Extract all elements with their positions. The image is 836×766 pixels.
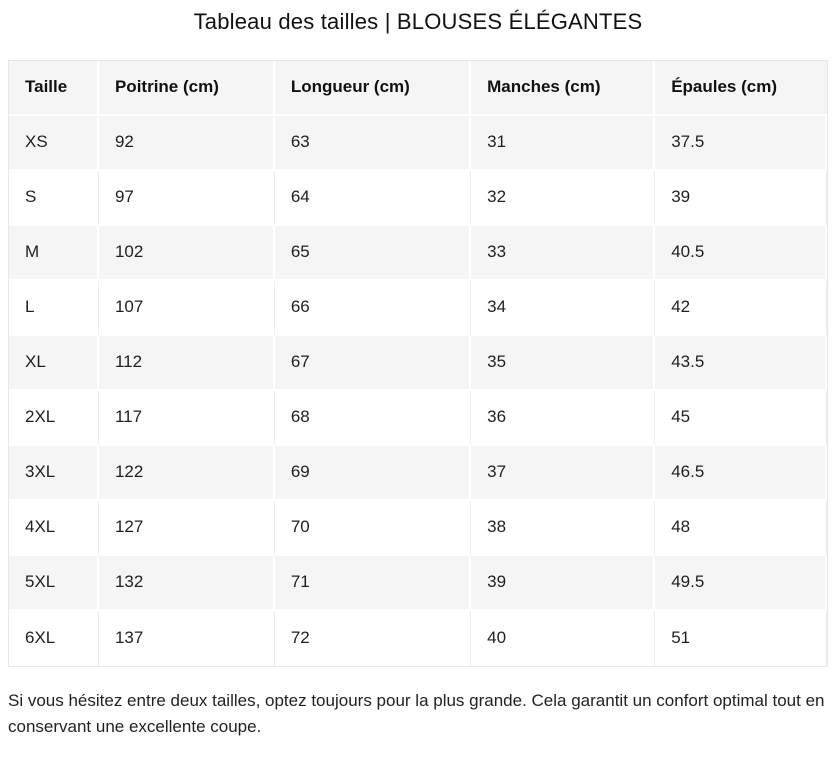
measurement-value: 122 <box>98 445 275 501</box>
measurement-value: 49.5 <box>655 555 827 611</box>
measurement-value: 40 <box>471 610 656 666</box>
measurement-value: 69 <box>274 445 472 501</box>
measurement-value: 31 <box>471 115 656 171</box>
measurement-value: 48 <box>655 500 827 556</box>
measurement-value: 117 <box>98 390 275 446</box>
column-header-taille: Taille <box>9 60 99 116</box>
measurement-value: 35 <box>471 335 656 391</box>
size-label: 4XL <box>9 500 99 556</box>
size-label: 6XL <box>9 610 99 666</box>
table-row: 5XL 132 71 39 49.5 <box>9 555 827 611</box>
measurement-value: 40.5 <box>655 225 827 281</box>
sizing-note: Si vous hésitez entre deux tailles, opte… <box>8 690 825 736</box>
measurement-value: 43.5 <box>655 335 827 391</box>
table-row: 2XL 117 68 36 45 <box>9 390 827 446</box>
table-row: 4XL 127 70 38 48 <box>9 500 827 556</box>
measurement-value: 37.5 <box>655 115 827 171</box>
measurement-value: 38 <box>471 500 656 556</box>
measurement-value: 72 <box>274 610 472 666</box>
measurement-value: 107 <box>98 280 275 336</box>
table-header: Taille Poitrine (cm) Longueur (cm) Manches … <box>9 60 827 116</box>
measurement-value: 71 <box>274 555 472 611</box>
table-row: S 97 64 32 39 <box>9 170 827 226</box>
size-label: 3XL <box>9 445 99 501</box>
column-header-poitrine-cm: Poitrine (cm) <box>98 60 275 116</box>
table-row: 3XL 122 69 37 46.5 <box>9 445 827 501</box>
size-label: 5XL <box>9 555 99 611</box>
measurement-value: 46.5 <box>655 445 827 501</box>
measurement-value: 65 <box>274 225 472 281</box>
page-title: Tableau des tailles | BLOUSES ÉLÉGANTES <box>193 9 643 34</box>
measurement-value: 51 <box>655 610 827 666</box>
measurement-value: 37 <box>471 445 656 501</box>
size-chart-table: Taille Poitrine (cm) Longueur (cm) Manches … <box>8 59 828 667</box>
table-row: 6XL 137 72 40 51 <box>9 610 827 666</box>
header-row: Taille Poitrine (cm) Longueur (cm) Manches … <box>9 60 827 116</box>
measurement-value: 42 <box>655 280 827 336</box>
measurement-value: 102 <box>98 225 275 281</box>
measurement-value: 127 <box>98 500 275 556</box>
measurement-value: 63 <box>274 115 472 171</box>
measurement-value: 97 <box>98 170 275 226</box>
size-label: XL <box>9 335 99 391</box>
size-label: XS <box>9 115 99 171</box>
measurement-value: 92 <box>98 115 275 171</box>
table-row: L 107 66 34 42 <box>9 280 827 336</box>
measurement-value: 34 <box>471 280 656 336</box>
column-header-longueur-cm: Longueur (cm) <box>274 60 472 116</box>
measurement-value: 68 <box>274 390 472 446</box>
size-label: L <box>9 280 99 336</box>
measurement-value: 39 <box>471 555 656 611</box>
table-body: XS 92 63 31 37.5 S 97 64 32 39 M 102 65 33 40.5 L 107 66 3… <box>9 115 827 666</box>
column-header-epaules-cm: Épaules (cm) <box>655 60 827 116</box>
measurement-value: 112 <box>98 335 275 391</box>
measurement-value: 39 <box>655 170 827 226</box>
measurement-value: 36 <box>471 390 656 446</box>
table-row: XS 92 63 31 37.5 <box>9 115 827 171</box>
measurement-value: 137 <box>98 610 275 666</box>
measurement-value: 67 <box>274 335 472 391</box>
measurement-value: 66 <box>274 280 472 336</box>
measurement-value: 33 <box>471 225 656 281</box>
measurement-value: 132 <box>98 555 275 611</box>
column-header-manches-cm: Manches (cm) <box>471 60 656 116</box>
size-label: S <box>9 170 99 226</box>
table-row: XL 112 67 35 43.5 <box>9 335 827 391</box>
size-label: M <box>9 225 99 281</box>
measurement-value: 64 <box>274 170 472 226</box>
measurement-value: 32 <box>471 170 656 226</box>
measurement-value: 45 <box>655 390 827 446</box>
measurement-value: 70 <box>274 500 472 556</box>
size-label: 2XL <box>9 390 99 446</box>
table-row: M 102 65 33 40.5 <box>9 225 827 281</box>
